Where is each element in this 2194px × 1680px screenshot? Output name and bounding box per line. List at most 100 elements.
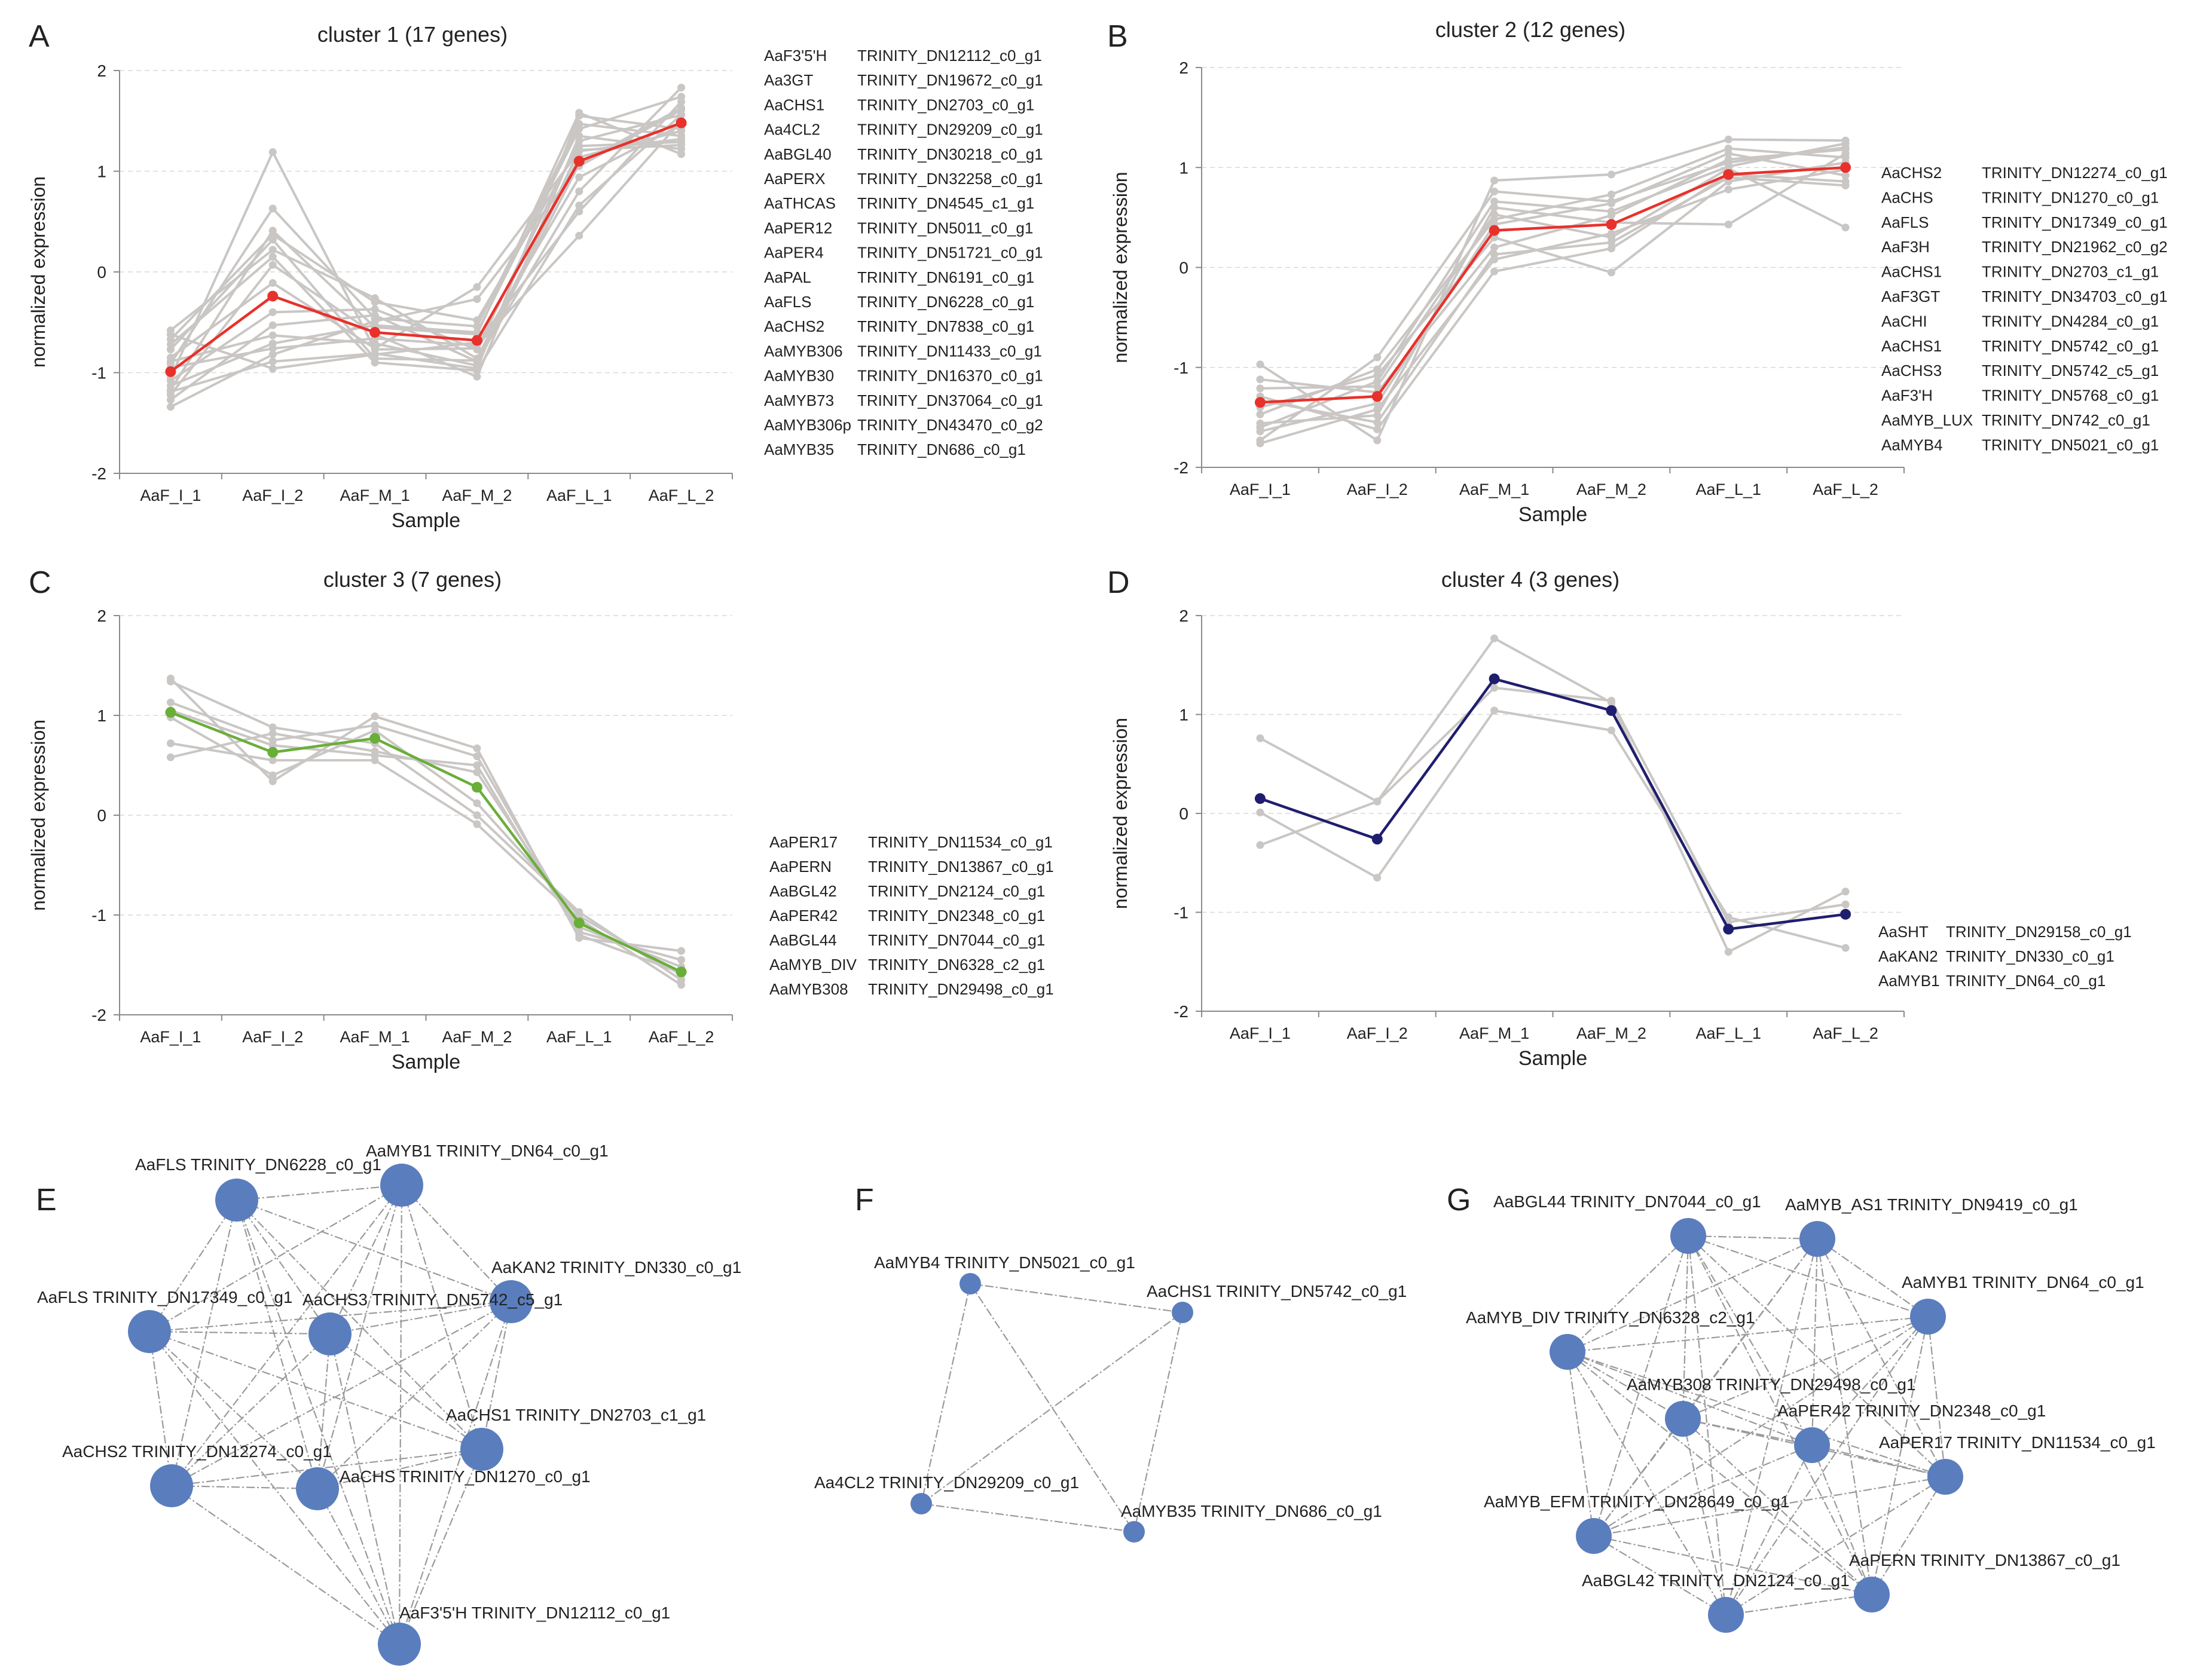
network-node-e xyxy=(460,1428,503,1471)
series-point-d xyxy=(1256,841,1264,849)
legend-transcript-c: TRINITY_DN11534_c0_g1 xyxy=(868,833,1053,851)
network-edge-g xyxy=(1687,1235,1727,1615)
panel-c-cluster-3-chart: C cluster 3 (7 genes) 2 1 0 -1 -2 AaF_I_1 AaF_I… xyxy=(27,565,1054,1073)
legend-gene-a: AaPAL xyxy=(764,268,811,286)
legend-gene-b: AaCHS xyxy=(1881,188,1933,206)
x-tick-label-b: AaF_M_1 xyxy=(1459,481,1529,498)
series-line-b xyxy=(1260,173,1846,431)
series-point-b xyxy=(1841,172,1850,180)
centroid-point-d xyxy=(1371,834,1383,845)
series-point-c xyxy=(268,729,277,738)
network-edge-e xyxy=(236,1184,402,1201)
series-point-b xyxy=(1724,155,1732,164)
panel-b-cluster-2-chart: B cluster 2 (12 genes) 2 1 0 -1 -2 AaF_I_1 AaF_… xyxy=(1107,17,2168,526)
series-point-a xyxy=(268,204,277,213)
legend-gene-b: AaF3GT xyxy=(1881,287,1940,305)
x-tick-label-d: AaF_L_2 xyxy=(1813,1024,1878,1042)
network-edge-e xyxy=(329,1333,401,1645)
series-line-c xyxy=(170,716,682,976)
network-node-label-g: AaMYB308 TRINITY_DN29498_c0_g1 xyxy=(1627,1375,1916,1394)
legend-transcript-a: TRINITY_DN5011_c0_g1 xyxy=(857,219,1033,237)
legend-transcript-a: TRINITY_DN32258_c0_g1 xyxy=(857,170,1043,188)
series-point-c xyxy=(166,698,175,706)
x-tick-label-b: AaF_M_2 xyxy=(1576,481,1646,498)
network-edge-g xyxy=(1811,1238,1819,1446)
legend-gene-c: AaMYB_DIV xyxy=(769,956,857,974)
series-line-c xyxy=(169,677,682,953)
centroid-point-b xyxy=(1723,169,1734,180)
series-line-a xyxy=(169,134,682,396)
series-point-b xyxy=(1607,207,1615,216)
series-point-b xyxy=(1724,185,1732,194)
legend-gene-c: AaBGL42 xyxy=(769,882,837,900)
centroid-point-a xyxy=(471,335,482,346)
y-tick-label-b: -1 xyxy=(1174,359,1188,377)
centroid-point-b xyxy=(1489,225,1500,236)
series-point-a xyxy=(677,138,686,146)
series-point-a xyxy=(166,396,175,404)
legend-transcript-a: TRINITY_DN19672_c0_g1 xyxy=(857,71,1043,89)
legend-gene-a: Aa4CL2 xyxy=(764,121,820,139)
network-edge-e xyxy=(170,1199,238,1486)
network-edge-g xyxy=(1593,1316,1929,1537)
panel-letter-b: B xyxy=(1107,19,1128,54)
panel-letter-a: A xyxy=(29,19,50,54)
network-edge-g xyxy=(1567,1315,1929,1353)
network-node-e xyxy=(490,1280,533,1323)
network-edge-g xyxy=(1688,1235,1813,1446)
network-edge-e xyxy=(329,1333,482,1450)
series-point-b xyxy=(1490,187,1499,195)
series-point-a xyxy=(575,201,583,210)
series-point-b xyxy=(1607,268,1615,277)
series-point-a xyxy=(371,359,379,367)
network-node-g xyxy=(1576,1518,1612,1554)
network-node-g xyxy=(1927,1459,1963,1495)
series-point-a xyxy=(268,350,277,359)
x-tick-label-b: AaF_I_2 xyxy=(1347,481,1408,498)
legend-gene-b: AaMYB4 xyxy=(1881,436,1943,454)
x-tick-label-a: AaF_M_1 xyxy=(340,486,410,504)
series-point-c xyxy=(371,712,379,721)
network-edge-g xyxy=(1567,1351,1727,1615)
series-point-b xyxy=(1841,145,1850,154)
network-edge-g xyxy=(1817,1238,1946,1477)
centroid-point-b xyxy=(1606,219,1617,230)
network-node-label-e: AaCHS2 TRINITY_DN12274_c0_g1 xyxy=(62,1442,332,1461)
series-point-a xyxy=(166,335,175,344)
panel-a-cluster-1-chart: A cluster 1 (17 genes) 2 1 0 -1 -2 AaF_I_1 AaF_… xyxy=(27,19,1043,532)
network-edge-e xyxy=(171,1448,482,1487)
series-point-b xyxy=(1724,135,1732,143)
network-edge-g xyxy=(1811,1316,1929,1446)
series-point-a xyxy=(268,344,277,353)
y-tick-label-b: 1 xyxy=(1179,158,1188,177)
network-edge-g xyxy=(1688,1235,1872,1595)
series-point-c xyxy=(473,744,481,752)
series-point-a xyxy=(677,84,686,92)
series-point-a xyxy=(473,283,481,291)
legend-transcript-a: TRINITY_DN37064_c0_g1 xyxy=(857,391,1043,409)
series-point-d xyxy=(1841,900,1850,908)
series-point-d xyxy=(1841,888,1850,896)
y-tick-label-b: -2 xyxy=(1174,458,1188,477)
series-point-a xyxy=(166,388,175,396)
network-edge-g xyxy=(1593,1235,1689,1537)
network-node-label-e: AaF3'5'H TRINITY_DN12112_c0_g1 xyxy=(399,1604,670,1622)
series-point-a xyxy=(268,279,277,287)
network-node-e xyxy=(378,1623,421,1666)
series-point-a xyxy=(268,246,277,254)
legend-gene-b: AaCHI xyxy=(1881,312,1927,330)
series-point-c xyxy=(268,741,277,749)
y-tick-label-c: -2 xyxy=(91,1006,106,1024)
legend-gene-a: AaMYB30 xyxy=(764,367,834,385)
network-edge-e xyxy=(149,1330,331,1335)
network-edge-e xyxy=(171,1333,331,1486)
legend-gene-a: AaPER4 xyxy=(764,244,824,262)
network-edge-e xyxy=(171,1485,318,1490)
series-line-d xyxy=(1259,636,1846,954)
network-node-g xyxy=(1799,1221,1835,1257)
x-axis-title-b: Sample xyxy=(1518,503,1587,526)
network-node-e xyxy=(296,1467,339,1510)
legend-transcript-b: TRINITY_DN21962_c0_g2 xyxy=(1982,238,2168,256)
series-point-a xyxy=(575,173,583,182)
series-point-b xyxy=(1373,418,1382,427)
